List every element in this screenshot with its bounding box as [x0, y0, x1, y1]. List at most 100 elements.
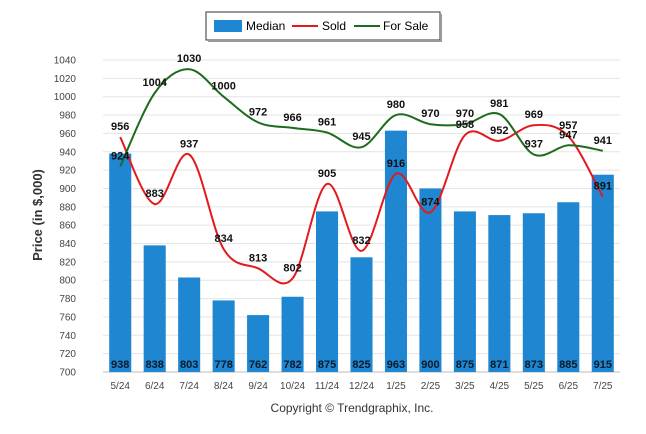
- sold-point-label: 905: [318, 168, 336, 180]
- y-tick-label: 940: [59, 147, 76, 158]
- median-bar-label: 873: [525, 359, 543, 371]
- copyright-credit: Copyright © Trendgraphix, Inc.: [271, 401, 434, 415]
- sold-point-label: 891: [594, 181, 612, 193]
- for-sale-point-label: 970: [421, 108, 439, 120]
- sold-point-label: 957: [559, 120, 577, 132]
- sold-point-label: 874: [421, 196, 440, 208]
- for-sale-point-label: 961: [318, 116, 336, 128]
- for-sale-point-label: 981: [490, 98, 508, 110]
- median-bar: [488, 215, 511, 372]
- median-bar: [453, 211, 476, 372]
- median-bar: [143, 245, 166, 372]
- median-bar-label: 762: [249, 359, 267, 371]
- y-tick-label: 1000: [54, 92, 77, 103]
- for-sale-point-label: 947: [559, 129, 577, 141]
- median-bar: [316, 211, 339, 372]
- x-tick-label: 11/24: [315, 381, 340, 392]
- for-sale-point-label: 945: [352, 131, 370, 143]
- for-sale-point-label: 970: [456, 108, 474, 120]
- x-tick-label: 9/24: [248, 381, 268, 392]
- y-tick-label: 860: [59, 221, 76, 232]
- median-bar-label: 778: [214, 359, 232, 371]
- for-sale-point-label: 1000: [211, 81, 235, 93]
- data-labels: 938 838 803 778 762 782 875 825 963 900 875 871 873 8…: [111, 53, 612, 371]
- x-axis-ticks: 5/24 6/24 7/24 8/24 9/24 10/24 11/24 12/24 1/25 2…: [110, 381, 612, 392]
- for-sale-line: [119, 68, 603, 167]
- for-sale-point-label: 1004: [142, 77, 167, 89]
- sold-point-label: 802: [283, 262, 301, 274]
- x-tick-label: 7/25: [593, 381, 613, 392]
- y-axis-label: Price (in $,000): [30, 169, 45, 261]
- x-tick-label: 12/24: [349, 381, 374, 392]
- for-sale-point-label: 924: [111, 150, 130, 162]
- y-tick-label: 980: [59, 111, 76, 122]
- y-tick-label: 740: [59, 331, 76, 342]
- x-tick-label: 5/25: [524, 381, 544, 392]
- y-tick-label: 960: [59, 129, 76, 140]
- y-tick-label: 760: [59, 312, 76, 323]
- median-bar: [557, 202, 580, 372]
- for-sale-point-label: 1030: [177, 53, 201, 65]
- median-bar: [247, 315, 270, 372]
- legend-forsale-label: For Sale: [383, 19, 429, 33]
- legend-shadow-bottom: [208, 40, 442, 42]
- y-tick-label: 800: [59, 276, 76, 287]
- sold-point-label: 813: [249, 252, 267, 264]
- median-bar-label: 963: [387, 359, 405, 371]
- x-tick-label: 2/25: [421, 381, 441, 392]
- median-bar-label: 825: [352, 359, 370, 371]
- x-tick-label: 8/24: [214, 381, 234, 392]
- x-tick-label: 3/25: [455, 381, 475, 392]
- median-bar-label: 938: [111, 359, 129, 371]
- for-sale-point-label: 937: [525, 139, 543, 151]
- legend-shadow: [440, 14, 442, 42]
- median-bar-label: 782: [283, 359, 301, 371]
- sold-point-label: 916: [387, 158, 405, 170]
- x-tick-label: 10/24: [280, 381, 305, 392]
- median-bar: [109, 153, 132, 372]
- median-bars: [109, 130, 614, 372]
- x-tick-label: 4/25: [490, 381, 510, 392]
- x-tick-label: 5/24: [110, 381, 130, 392]
- median-bar: [522, 213, 545, 372]
- median-bar-label: 885: [559, 359, 577, 371]
- for-sale-point-label: 980: [387, 99, 405, 111]
- median-bar: [591, 174, 614, 372]
- legend-median-label: Median: [246, 19, 285, 33]
- sold-point-label: 883: [146, 188, 164, 200]
- legend: Median Sold For Sale: [205, 11, 442, 42]
- median-bar-label: 900: [421, 359, 439, 371]
- median-bar-label: 803: [180, 359, 198, 371]
- for-sale-point-label: 941: [594, 135, 612, 147]
- y-tick-label: 1040: [54, 56, 77, 67]
- x-tick-label: 6/25: [559, 381, 579, 392]
- y-tick-label: 1020: [54, 74, 77, 85]
- for-sale-point-label: 966: [283, 112, 301, 124]
- y-tick-label: 900: [59, 184, 76, 195]
- sold-point-label: 958: [456, 119, 474, 131]
- sold-point-label: 834: [214, 233, 233, 245]
- median-bar-label: 875: [318, 359, 336, 371]
- x-tick-label: 1/25: [386, 381, 406, 392]
- y-tick-label: 880: [59, 202, 76, 213]
- x-tick-label: 7/24: [179, 381, 199, 392]
- median-bar-label: 838: [146, 359, 164, 371]
- x-tick-label: 6/24: [145, 381, 165, 392]
- sold-point-label: 969: [525, 109, 543, 121]
- y-tick-label: 840: [59, 239, 76, 250]
- median-bar-label: 875: [456, 359, 474, 371]
- median-bar: [419, 188, 442, 372]
- legend-sold-label: Sold: [322, 19, 346, 33]
- sold-point-label: 956: [111, 121, 129, 133]
- sold-point-label: 937: [180, 139, 198, 151]
- y-tick-label: 780: [59, 294, 76, 305]
- sold-point-label: 952: [490, 125, 508, 137]
- median-bar: [281, 296, 304, 372]
- y-axis-ticks: 700 720 740 760 780 800 820 840 860 880 900 920 940 9…: [54, 56, 77, 379]
- median-bar: [178, 277, 201, 372]
- y-tick-label: 720: [59, 349, 76, 360]
- median-bar-label: 915: [594, 359, 612, 371]
- median-bar: [212, 300, 235, 372]
- y-tick-label: 700: [59, 368, 76, 379]
